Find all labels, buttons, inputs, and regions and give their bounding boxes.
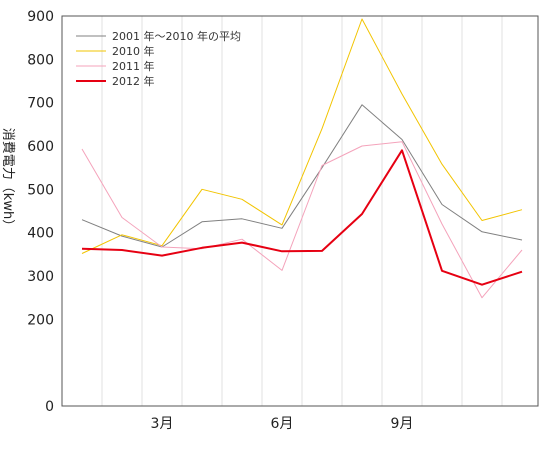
- legend-label: 2011 年: [112, 59, 155, 73]
- x-tick-label: 6月: [271, 416, 294, 432]
- series-line: [81, 149, 523, 286]
- legend-label: 2010 年: [112, 44, 155, 58]
- y-tick-label: 300: [27, 269, 54, 285]
- y-axis-label-text: 消費電力（kwh）: [0, 128, 15, 232]
- y-tick-label: 500: [27, 182, 54, 198]
- x-tick-label: 3月: [151, 416, 174, 432]
- plot-frame: [61, 15, 539, 407]
- x-tick-label: 9月: [391, 416, 414, 432]
- x-axis-ticks: 3月 6月 9月: [151, 416, 414, 432]
- y-tick-label: 900: [27, 9, 54, 25]
- y-axis-label: 消費電力（kwh）: [0, 128, 15, 232]
- series-line: [81, 141, 523, 299]
- grid-layer: [101, 16, 503, 406]
- y-axis-ticks: 0 200 300 400 500 600 700 800 900: [27, 9, 54, 415]
- y-tick-label: 600: [27, 139, 54, 155]
- y-tick-label: 0: [45, 399, 54, 415]
- series-layer: [81, 18, 523, 299]
- series-line: [81, 104, 523, 248]
- y-tick-label: 400: [27, 226, 54, 242]
- legend-label: 2012 年: [112, 74, 155, 88]
- y-tick-label: 200: [27, 312, 54, 328]
- y-tick-label: 700: [27, 96, 54, 112]
- series-line: [81, 18, 523, 254]
- y-tick-label: 800: [27, 52, 54, 68]
- legend-label: 2001 年〜2010 年の平均: [112, 29, 241, 43]
